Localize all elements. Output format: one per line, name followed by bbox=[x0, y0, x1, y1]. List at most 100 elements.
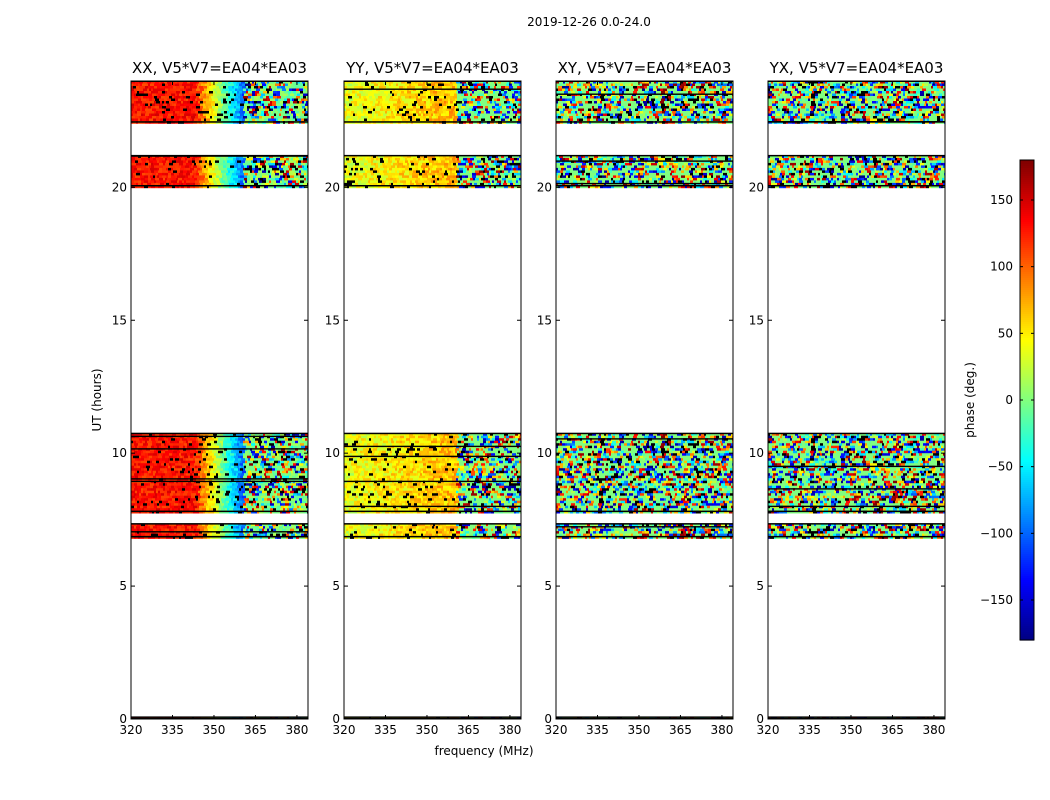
colorbar-step bbox=[1020, 464, 1034, 467]
y-axis-label: UT (hours) bbox=[90, 368, 104, 431]
colorbar-step bbox=[1020, 182, 1034, 185]
colorbar-step bbox=[1020, 606, 1034, 609]
colorbar-step bbox=[1020, 162, 1034, 165]
colorbar-step bbox=[1020, 636, 1034, 639]
colorbar-step bbox=[1020, 634, 1034, 637]
colorbar-step bbox=[1020, 312, 1034, 315]
y-tick-label-3-4: 20 bbox=[749, 180, 764, 194]
colorbar-step bbox=[1020, 196, 1034, 199]
x-tick-label-1-1: 335 bbox=[374, 723, 397, 737]
y-tick-label-1-1: 5 bbox=[332, 579, 340, 593]
colorbar-step bbox=[1020, 316, 1034, 319]
colorbar-step bbox=[1020, 188, 1034, 191]
colorbar-step bbox=[1020, 344, 1034, 347]
colorbar-step bbox=[1020, 328, 1034, 331]
colorbar-step bbox=[1020, 366, 1034, 369]
colorbar-step bbox=[1020, 300, 1034, 303]
colorbar-step bbox=[1020, 392, 1034, 395]
colorbar-step bbox=[1020, 596, 1034, 599]
colorbar-step bbox=[1020, 546, 1034, 549]
colorbar-step bbox=[1020, 234, 1034, 237]
colorbar-step bbox=[1020, 386, 1034, 389]
colorbar-step bbox=[1020, 518, 1034, 521]
x-tick-label-3-2: 350 bbox=[840, 723, 863, 737]
colorbar-step bbox=[1020, 456, 1034, 459]
colorbar-step bbox=[1020, 228, 1034, 231]
colorbar-step bbox=[1020, 318, 1034, 321]
colorbar-step bbox=[1020, 390, 1034, 393]
panel-frame-1 bbox=[343, 80, 522, 720]
y-tick-label-2-0: 0 bbox=[544, 712, 552, 726]
colorbar-step bbox=[1020, 482, 1034, 485]
colorbar-step bbox=[1020, 476, 1034, 479]
colorbar-step bbox=[1020, 612, 1034, 615]
colorbar-step bbox=[1020, 292, 1034, 295]
colorbar-step bbox=[1020, 632, 1034, 635]
phase-image-0 bbox=[131, 81, 308, 719]
colorbar-step bbox=[1020, 514, 1034, 517]
colorbar-step bbox=[1020, 314, 1034, 317]
x-tick-label-2-4: 380 bbox=[710, 723, 733, 737]
colorbar-step bbox=[1020, 260, 1034, 263]
colorbar-step bbox=[1020, 400, 1034, 403]
colorbar-step bbox=[1020, 500, 1034, 503]
colorbar-step bbox=[1020, 472, 1034, 475]
y-tick-label-0-0: 0 bbox=[119, 712, 127, 726]
colorbar-step bbox=[1020, 452, 1034, 455]
panel-title-2: XY, V5*V7=EA04*EA03 bbox=[558, 59, 732, 77]
colorbar-step bbox=[1020, 620, 1034, 623]
colorbar-step bbox=[1020, 574, 1034, 577]
colorbar-step bbox=[1020, 516, 1034, 519]
colorbar-step bbox=[1020, 552, 1034, 555]
colorbar-step bbox=[1020, 478, 1034, 481]
y-tick-label-1-3: 15 bbox=[325, 313, 340, 327]
colorbar-tick-label-0: 150 bbox=[990, 193, 1013, 207]
colorbar-step bbox=[1020, 306, 1034, 309]
colorbar-step bbox=[1020, 298, 1034, 301]
colorbar-step bbox=[1020, 272, 1034, 275]
colorbar-step bbox=[1020, 504, 1034, 507]
colorbar-step bbox=[1020, 218, 1034, 221]
colorbar-step bbox=[1020, 438, 1034, 441]
colorbar-step bbox=[1020, 388, 1034, 391]
x-tick-label-0-3: 365 bbox=[244, 723, 267, 737]
colorbar-step bbox=[1020, 426, 1034, 429]
colorbar-step bbox=[1020, 350, 1034, 353]
panel-2: XY, V5*V7=EA04*EA03 320 335 350 365 380 0 5 10 15… bbox=[537, 59, 734, 737]
colorbar-step bbox=[1020, 618, 1034, 621]
colorbar-step bbox=[1020, 382, 1034, 385]
colorbar-step bbox=[1020, 326, 1034, 329]
colorbar-step bbox=[1020, 502, 1034, 505]
colorbar-step bbox=[1020, 192, 1034, 195]
colorbar-step bbox=[1020, 560, 1034, 563]
colorbar-step bbox=[1020, 214, 1034, 217]
colorbar-step bbox=[1020, 444, 1034, 447]
colorbar-step bbox=[1020, 238, 1034, 241]
colorbar-step bbox=[1020, 230, 1034, 233]
colorbar-step bbox=[1020, 494, 1034, 497]
colorbar-step bbox=[1020, 374, 1034, 377]
colorbar-step bbox=[1020, 252, 1034, 255]
colorbar-tick-label-2: 50 bbox=[998, 326, 1013, 340]
colorbar-step bbox=[1020, 510, 1034, 513]
phase-image-2 bbox=[556, 81, 733, 719]
colorbar-step bbox=[1020, 556, 1034, 559]
colorbar-step bbox=[1020, 264, 1034, 267]
x-tick-label-0-4: 380 bbox=[285, 723, 308, 737]
colorbar-step bbox=[1020, 570, 1034, 573]
colorbar-step bbox=[1020, 284, 1034, 287]
colorbar-step bbox=[1020, 424, 1034, 427]
colorbar-tick-label-4: −50 bbox=[988, 460, 1013, 474]
colorbar-step bbox=[1020, 190, 1034, 193]
colorbar-step bbox=[1020, 416, 1034, 419]
colorbar-step bbox=[1020, 254, 1034, 257]
colorbar-step bbox=[1020, 206, 1034, 209]
y-tick-label-0-4: 20 bbox=[112, 180, 127, 194]
colorbar-step bbox=[1020, 506, 1034, 509]
colorbar-step bbox=[1020, 568, 1034, 571]
colorbar-step bbox=[1020, 404, 1034, 407]
colorbar-step bbox=[1020, 592, 1034, 595]
x-tick-label-0-1: 335 bbox=[161, 723, 184, 737]
x-tick-label-2-3: 365 bbox=[669, 723, 692, 737]
